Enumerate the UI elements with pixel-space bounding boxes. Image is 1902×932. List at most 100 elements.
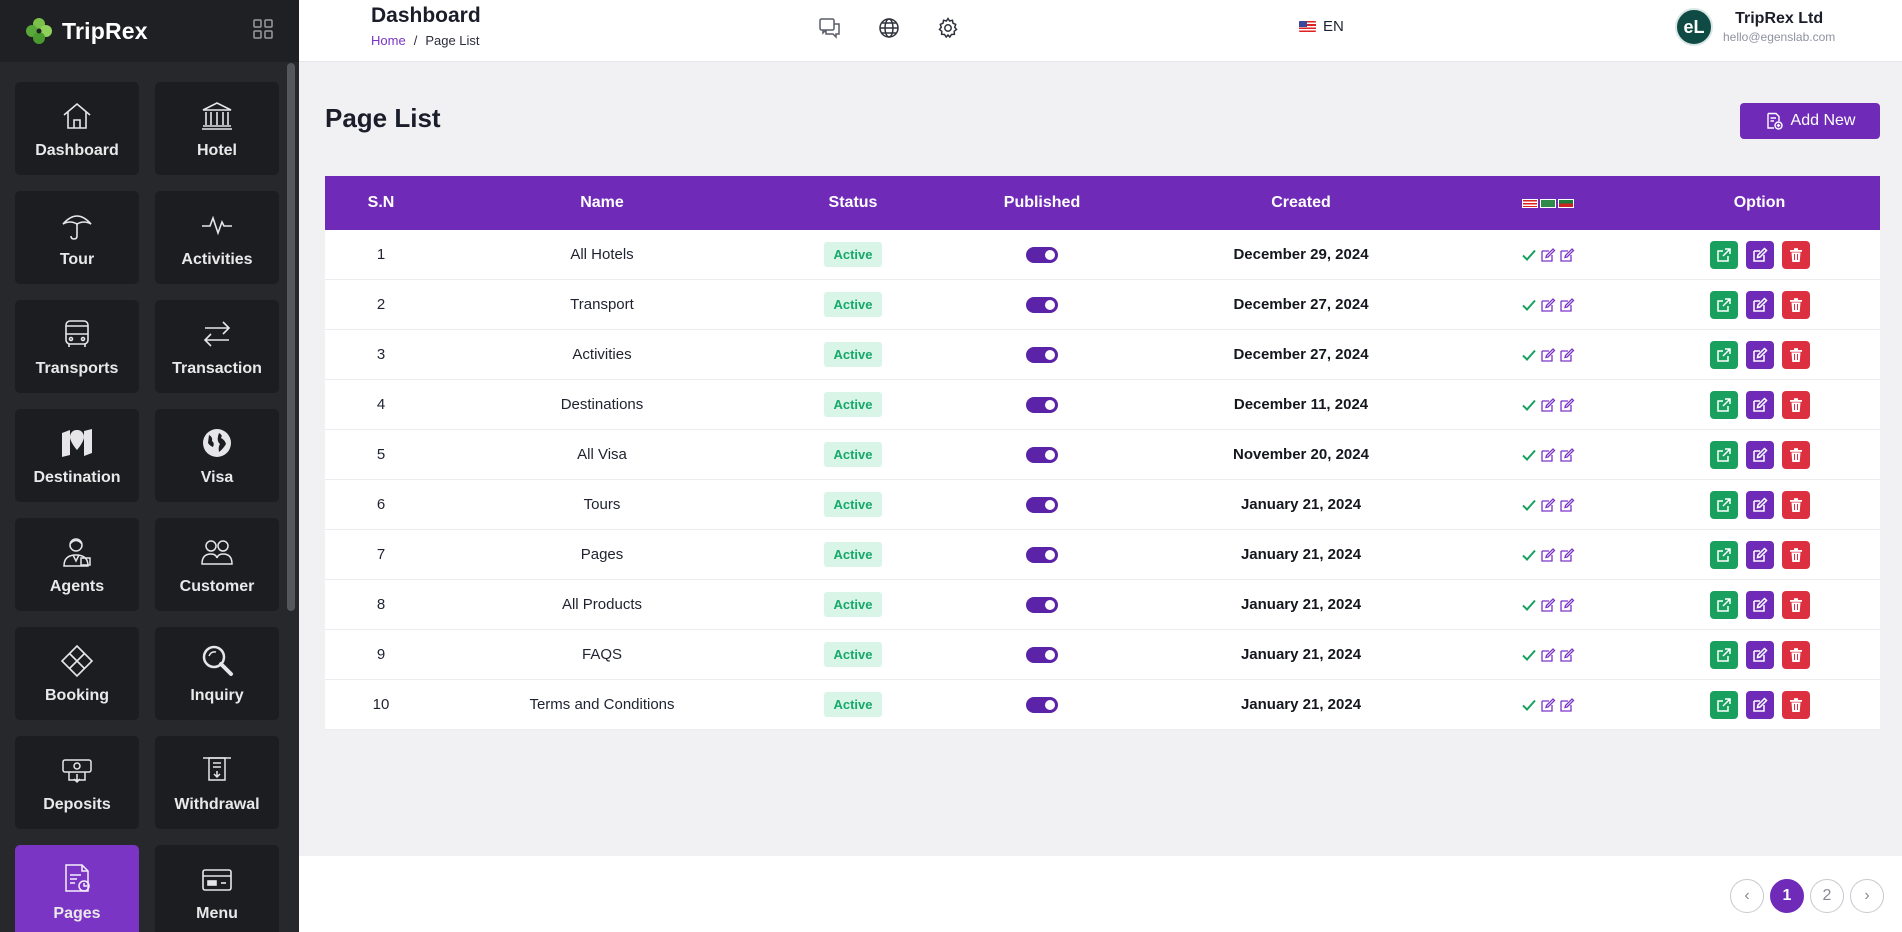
edit-translation-icon[interactable] [1559,497,1575,513]
edit-translation-icon[interactable] [1540,647,1556,663]
cell-published [939,646,1145,663]
grid-menu-icon[interactable] [251,17,275,41]
edit-button[interactable] [1745,490,1774,519]
edit-translation-icon[interactable] [1540,347,1556,363]
view-button[interactable] [1709,490,1738,519]
edit-translation-icon[interactable] [1559,647,1575,663]
delete-button[interactable] [1781,240,1810,269]
view-button[interactable] [1709,240,1738,269]
delete-button[interactable] [1781,640,1810,669]
published-toggle[interactable] [1026,396,1058,413]
delete-button[interactable] [1781,490,1810,519]
edit-translation-icon[interactable] [1559,697,1575,713]
delete-button[interactable] [1781,340,1810,369]
breadcrumb-home-link[interactable]: Home [371,33,406,48]
edit-button[interactable] [1745,340,1774,369]
view-button[interactable] [1709,340,1738,369]
edit-button[interactable] [1745,440,1774,469]
edit-button[interactable] [1745,240,1774,269]
sidebar-item-withdrawal[interactable]: Withdrawal [155,736,279,829]
published-toggle[interactable] [1026,246,1058,263]
table-row: 4 Destinations Active December 11, 2024 [325,380,1880,430]
sidebar-item-hotel[interactable]: Hotel [155,82,279,175]
pagination-page-2[interactable]: 2 [1810,879,1844,913]
language-selector[interactable]: EN [1299,18,1344,35]
edit-translation-icon[interactable] [1540,547,1556,563]
table-row: 2 Transport Active December 27, 2024 [325,280,1880,330]
logo[interactable]: TripRex [24,16,148,46]
edit-button[interactable] [1745,290,1774,319]
edit-button[interactable] [1745,690,1774,719]
user-menu[interactable]: eL TripRex Ltd hello@egenslab.com [1675,8,1835,46]
sidebar-item-transports[interactable]: Transports [15,300,139,393]
delete-button[interactable] [1781,590,1810,619]
edit-translation-icon[interactable] [1559,547,1575,563]
delete-button[interactable] [1781,690,1810,719]
sidebar-item-customer[interactable]: Customer [155,518,279,611]
sidebar-item-tour[interactable]: Tour [15,191,139,284]
sidebar-item-destination[interactable]: Destination [15,409,139,502]
magnifier-icon [202,645,233,676]
edit-translation-icon[interactable] [1559,597,1575,613]
sidebar-item-transaction[interactable]: Transaction [155,300,279,393]
published-toggle[interactable] [1026,296,1058,313]
edit-translation-icon[interactable] [1559,247,1575,263]
published-toggle[interactable] [1026,646,1058,663]
globe-icon[interactable] [877,16,901,40]
published-toggle[interactable] [1026,446,1058,463]
pagination-prev-button[interactable]: ‹ [1730,879,1764,913]
add-new-button[interactable]: Add New [1740,103,1880,139]
edit-translation-icon[interactable] [1540,697,1556,713]
pagination-page-1[interactable]: 1 [1770,879,1804,913]
view-button[interactable] [1709,540,1738,569]
pagination-next-button[interactable]: › [1850,879,1884,913]
edit-translation-icon[interactable] [1559,297,1575,313]
view-button[interactable] [1709,440,1738,469]
view-button[interactable] [1709,690,1738,719]
edit-button[interactable] [1745,590,1774,619]
sidebar-item-pages[interactable]: Pages [15,845,139,932]
edit-translation-icon[interactable] [1559,397,1575,413]
sidebar-scrollbar[interactable] [287,63,295,611]
header-actions [818,16,960,40]
chat-icon[interactable] [818,16,842,40]
published-toggle[interactable] [1026,346,1058,363]
cell-sn: 9 [376,646,386,663]
sidebar-item-deposits[interactable]: Deposits [15,736,139,829]
sidebar-item-dashboard[interactable]: Dashboard [15,82,139,175]
delete-button[interactable] [1781,390,1810,419]
delete-button[interactable] [1781,440,1810,469]
sidebar-item-label: Dashboard [35,141,119,159]
view-button[interactable] [1709,390,1738,419]
edit-button[interactable] [1745,390,1774,419]
edit-translation-icon[interactable] [1540,497,1556,513]
edit-translation-icon[interactable] [1559,447,1575,463]
gear-icon[interactable] [936,16,960,40]
view-button[interactable] [1709,590,1738,619]
edit-translation-icon[interactable] [1540,297,1556,313]
published-toggle[interactable] [1026,596,1058,613]
view-button[interactable] [1709,290,1738,319]
sidebar-item-menu[interactable]: Menu [155,845,279,932]
delete-button[interactable] [1781,540,1810,569]
delete-button[interactable] [1781,290,1810,319]
sidebar-item-agents[interactable]: Agents [15,518,139,611]
sidebar-item-inquiry[interactable]: Inquiry [155,627,279,720]
published-toggle[interactable] [1026,546,1058,563]
view-button[interactable] [1709,640,1738,669]
sidebar-item-visa[interactable]: Visa [155,409,279,502]
sidebar-item-booking[interactable]: Booking [15,627,139,720]
edit-translation-icon[interactable] [1540,397,1556,413]
published-toggle[interactable] [1026,696,1058,713]
cell-status: Active [767,392,939,417]
edit-translation-icon[interactable] [1540,597,1556,613]
published-toggle[interactable] [1026,496,1058,513]
sidebar-item-activities[interactable]: Activities [155,191,279,284]
edit-translation-icon[interactable] [1540,247,1556,263]
edit-translation-icon[interactable] [1540,447,1556,463]
edit-translation-icon[interactable] [1559,347,1575,363]
edit-button[interactable] [1745,540,1774,569]
check-icon [1522,699,1536,711]
edit-button[interactable] [1745,640,1774,669]
menu-card-icon [202,868,232,891]
